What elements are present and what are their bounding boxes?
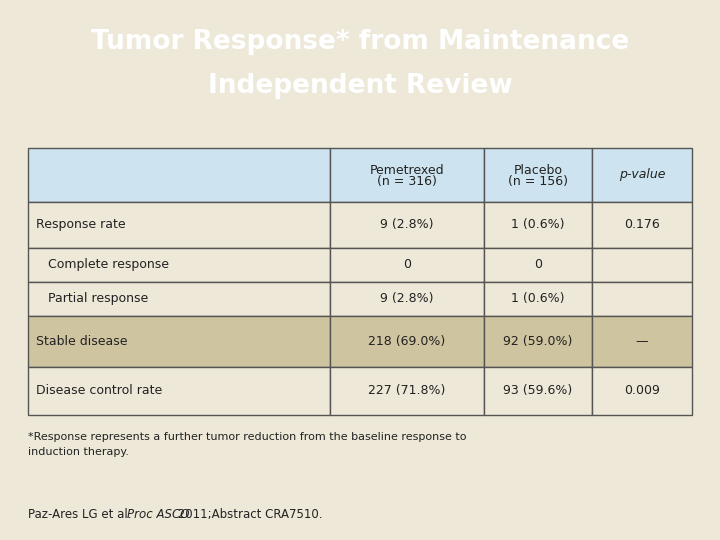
Text: 2011;Abstract CRA7510.: 2011;Abstract CRA7510. (174, 509, 322, 522)
Text: Tumor Response* from Maintenance: Tumor Response* from Maintenance (91, 29, 629, 55)
Bar (28, 202, 330, 248)
Text: Paz-Ares LG et al.: Paz-Ares LG et al. (28, 509, 135, 522)
Text: Stable disease: Stable disease (36, 335, 127, 348)
Bar (592, 148, 692, 202)
Bar (592, 248, 692, 282)
Text: 218 (69.0%): 218 (69.0%) (369, 335, 446, 348)
Bar (330, 148, 484, 202)
Bar (592, 316, 692, 367)
Text: 0.176: 0.176 (624, 219, 660, 232)
Text: Independent Review: Independent Review (207, 73, 513, 99)
Text: 93 (59.6%): 93 (59.6%) (503, 384, 572, 397)
Text: *Response represents a further tumor reduction from the baseline response to: *Response represents a further tumor red… (28, 432, 467, 442)
Bar (28, 282, 330, 316)
Text: 9 (2.8%): 9 (2.8%) (380, 293, 433, 306)
Text: p-value: p-value (618, 168, 665, 181)
Bar (484, 202, 592, 248)
Bar (484, 316, 592, 367)
Bar (330, 202, 484, 248)
Bar (592, 367, 692, 415)
Text: Placebo: Placebo (513, 165, 562, 178)
Text: Complete response: Complete response (48, 259, 169, 272)
Text: Response rate: Response rate (36, 219, 125, 232)
Text: 92 (59.0%): 92 (59.0%) (503, 335, 572, 348)
Text: Partial response: Partial response (48, 293, 148, 306)
Bar (28, 248, 330, 282)
Text: 227 (71.8%): 227 (71.8%) (369, 384, 446, 397)
Text: 1 (0.6%): 1 (0.6%) (511, 293, 564, 306)
Text: 9 (2.8%): 9 (2.8%) (380, 219, 433, 232)
Bar (330, 248, 484, 282)
Bar (330, 367, 484, 415)
Bar (592, 202, 692, 248)
Bar (28, 316, 330, 367)
Text: 0: 0 (534, 259, 542, 272)
Bar (330, 316, 484, 367)
Text: (n = 156): (n = 156) (508, 176, 568, 188)
Text: 0: 0 (403, 259, 411, 272)
Bar (484, 148, 592, 202)
Bar (592, 282, 692, 316)
Text: Disease control rate: Disease control rate (36, 384, 162, 397)
Text: induction therapy.: induction therapy. (28, 447, 129, 457)
Bar (28, 148, 330, 202)
Text: 0.009: 0.009 (624, 384, 660, 397)
Bar (330, 282, 484, 316)
Bar (28, 367, 330, 415)
Text: 1 (0.6%): 1 (0.6%) (511, 219, 564, 232)
Bar (484, 248, 592, 282)
Bar (484, 367, 592, 415)
Text: Proc ASCO: Proc ASCO (127, 509, 189, 522)
Text: (n = 316): (n = 316) (377, 176, 437, 188)
Bar (484, 282, 592, 316)
Text: —: — (636, 335, 648, 348)
Text: Pemetrexed: Pemetrexed (369, 165, 444, 178)
